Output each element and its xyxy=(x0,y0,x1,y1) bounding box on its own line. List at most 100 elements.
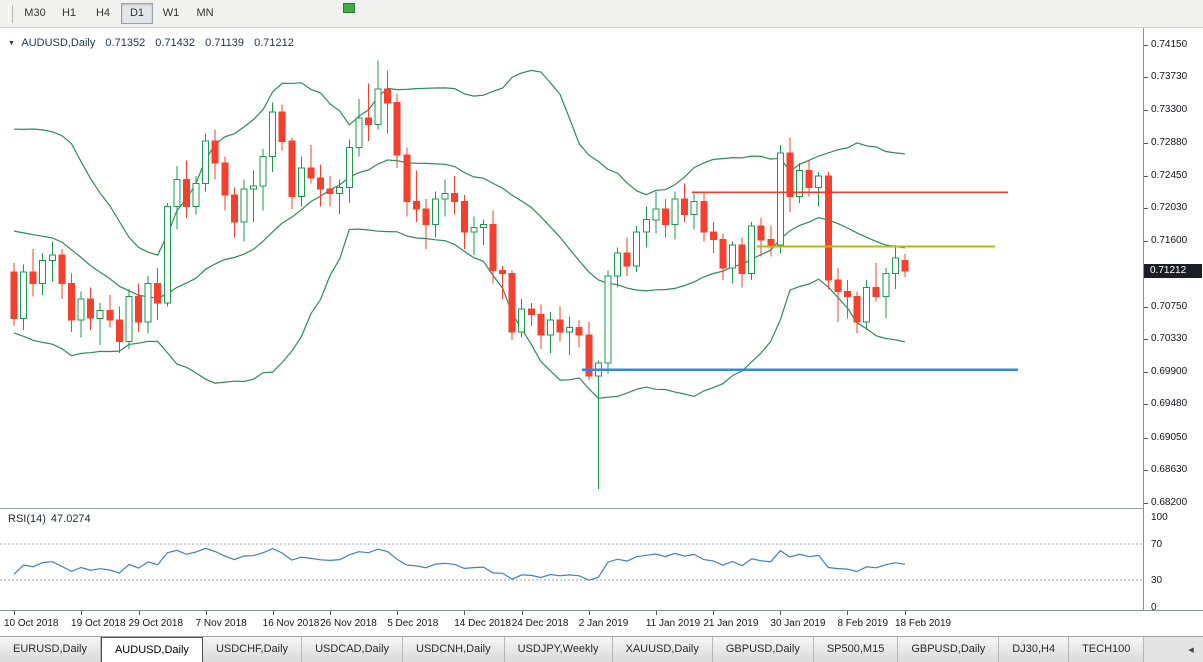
price-tick-mark xyxy=(1144,469,1148,471)
chart-tab-gbpusd-daily[interactable]: GBPUSD,Daily xyxy=(712,637,814,662)
price-axis[interactable]: 0.74150 0.73730 0.73300 0.72880 0.72450 0.720… xyxy=(1143,28,1203,613)
date-axis[interactable]: 10 Oct 2018 19 Oct 2018 29 Oct 2018 7 Nov 2… xyxy=(0,610,1203,636)
candle-body xyxy=(671,198,679,225)
candle-body xyxy=(297,167,305,198)
chart-tab-audusd-daily[interactable]: AUDUSD,Daily xyxy=(100,637,203,662)
price-tick-label: 0.72450 xyxy=(1151,169,1188,181)
candle-body xyxy=(451,193,459,202)
chart-tab-usdchf-daily[interactable]: USDCHF,Daily xyxy=(202,637,303,662)
date-tick-label: 8 Feb 2019 xyxy=(837,618,889,629)
candle-body xyxy=(173,179,181,208)
price-tick-label: 0.71600 xyxy=(1151,235,1188,247)
toolbar-green-icon[interactable] xyxy=(343,3,355,13)
date-tick-mark xyxy=(138,611,140,615)
candle-body xyxy=(269,111,277,158)
candle-body xyxy=(345,146,353,188)
candle-body xyxy=(489,223,497,272)
candle-body xyxy=(20,271,28,319)
date-tick-mark xyxy=(397,611,399,615)
candle-body xyxy=(556,319,564,333)
candle-body xyxy=(144,283,152,323)
chart-tab-sp500-m15[interactable]: SP500,M15 xyxy=(813,637,899,662)
chart-tab-tech100[interactable]: TECH100 xyxy=(1069,637,1145,662)
price-tick-mark xyxy=(1144,45,1148,46)
bollinger-middle-band xyxy=(13,159,905,299)
price-tick-label: 0.70330 xyxy=(1151,333,1188,345)
candle-body xyxy=(250,185,257,190)
candle-body xyxy=(365,117,372,125)
date-tick-label: 11 Jan 2019 xyxy=(645,618,701,629)
symbol-marker-icon: ▼ xyxy=(8,40,15,47)
date-tick-mark xyxy=(464,611,466,615)
candle-body xyxy=(661,208,669,225)
candle-body xyxy=(326,188,334,194)
date-tick-mark xyxy=(14,611,15,615)
price-tick-mark xyxy=(1144,339,1148,341)
chart-tab-dj30-h4[interactable]: DJ30,H4 xyxy=(999,637,1070,662)
rsi-value: 47.0274 xyxy=(50,513,91,525)
candle-body xyxy=(230,194,238,223)
chart-tab-eurusd-daily[interactable]: EURUSD,Daily xyxy=(0,637,101,662)
candle-body xyxy=(68,283,75,321)
price-tick-label: 0.69480 xyxy=(1151,398,1188,410)
candle-body xyxy=(776,152,784,246)
chart-tab-xauusd-daily[interactable]: XAUUSD,Daily xyxy=(612,637,713,662)
candle-body xyxy=(441,193,449,200)
candle-body xyxy=(805,170,813,188)
candle-body xyxy=(278,111,286,142)
candle-body xyxy=(719,239,727,269)
timeframe-button-h1[interactable]: H1 xyxy=(61,7,77,19)
timeframe-button-d1[interactable]: D1 xyxy=(121,3,153,24)
chart-tab-usdjpy-weekly[interactable]: USDJPY,Weekly xyxy=(504,637,613,662)
bollinger-lower-band xyxy=(13,228,906,400)
date-tick-label: 24 Dec 2018 xyxy=(511,618,569,629)
rsi-indicator-pane[interactable]: RSI(14) 47.0274 xyxy=(0,509,1143,610)
date-tick-label: 29 Oct 2018 xyxy=(128,618,184,629)
timeframe-toolbar: M30 H1 H4 D1 W1 MN xyxy=(0,0,1203,28)
candle-body xyxy=(403,154,411,202)
candle-body xyxy=(882,273,890,298)
candle-body xyxy=(614,252,621,277)
tab-scroll-left-icon[interactable]: ◂ xyxy=(1188,644,1194,656)
price-tick-label: 0.69900 xyxy=(1151,366,1188,378)
price-chart-pane[interactable]: ▼ AUDUSD,Daily 0.71352 0.71432 0.71139 0… xyxy=(0,28,1143,508)
toolbar-grip[interactable] xyxy=(8,4,13,23)
date-tick-mark xyxy=(904,611,906,615)
timeframe-button-h4[interactable]: H4 xyxy=(95,7,111,19)
chart-tab-usdcnh-daily[interactable]: USDCNH,Daily xyxy=(403,637,505,662)
candle-body xyxy=(872,287,880,298)
candle-body xyxy=(863,287,871,323)
chart-tab-usdcad-daily[interactable]: USDCAD,Daily xyxy=(302,637,404,662)
candle-body xyxy=(58,254,66,285)
candle-body xyxy=(393,102,401,156)
date-tick-label: 26 Nov 2018 xyxy=(320,618,377,629)
timeframe-button-m30[interactable]: M30 xyxy=(24,7,46,19)
price-tick-label: 0.72880 xyxy=(1151,136,1188,148)
pane-divider[interactable] xyxy=(0,508,1203,509)
candle-body xyxy=(901,259,909,272)
candle-body xyxy=(796,170,804,198)
price-tick-mark xyxy=(1144,77,1148,79)
price-tick-mark xyxy=(1144,372,1148,374)
candle-body xyxy=(96,310,104,319)
candle-body xyxy=(432,198,439,225)
price-tick-mark xyxy=(1144,175,1148,177)
price-tick-label: 0.68630 xyxy=(1151,463,1188,475)
current-price-badge: 0.71212 xyxy=(1144,264,1202,279)
candle-body xyxy=(106,310,114,321)
candle-body xyxy=(499,270,507,275)
candle-body xyxy=(585,334,593,377)
candle-body xyxy=(537,313,545,336)
timeframe-button-mn[interactable]: MN xyxy=(196,7,214,19)
rsi-tick-label: 0 xyxy=(1151,602,1157,613)
ohlc-high: 0.71432 xyxy=(155,37,196,49)
candle-body xyxy=(508,273,516,333)
rsi-tick-label: 100 xyxy=(1151,512,1168,523)
candle-body xyxy=(824,175,832,281)
timeframe-button-w1[interactable]: W1 xyxy=(162,7,180,19)
candle-body xyxy=(891,257,899,275)
chart-tab-gbpusd-daily[interactable]: GBPUSD,Daily xyxy=(898,637,1000,662)
rsi-svg xyxy=(0,543,1143,581)
price-tick-mark xyxy=(1144,208,1148,210)
